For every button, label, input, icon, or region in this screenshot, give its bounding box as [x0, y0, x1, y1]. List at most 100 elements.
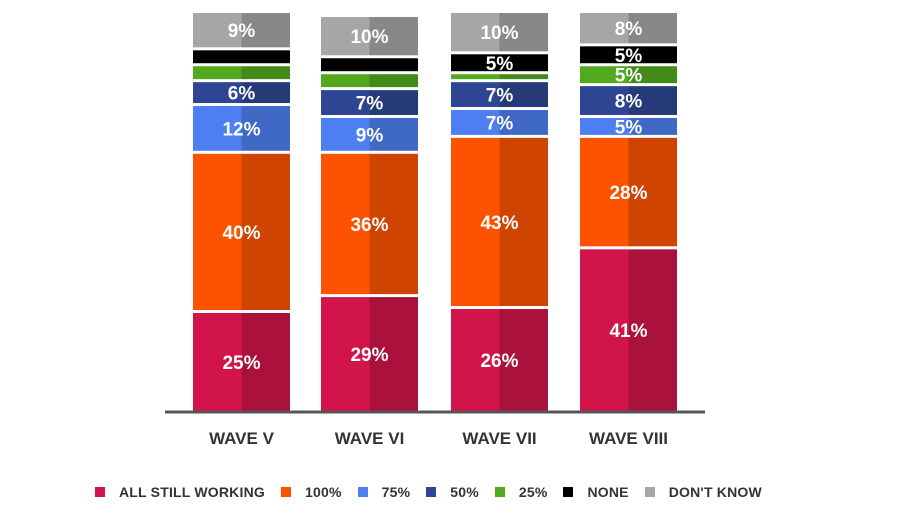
bar-segment — [193, 50, 242, 64]
legend-swatch — [95, 487, 105, 497]
data-label: 5% — [486, 54, 514, 75]
legend-label: NONE — [587, 484, 629, 500]
bar-segment-shade — [628, 86, 677, 115]
bar-segment — [580, 86, 629, 115]
bar-segment — [451, 54, 500, 72]
bar-segment — [321, 74, 370, 88]
data-label: 25% — [222, 353, 260, 374]
legend-swatch — [357, 487, 368, 497]
bar-segment-shade — [241, 66, 290, 80]
data-label: 8% — [615, 19, 643, 40]
legend-item: ALL STILL WORKING — [95, 484, 265, 500]
data-label: 5% — [615, 46, 643, 67]
data-label: 7% — [356, 94, 384, 115]
bar-segment — [193, 66, 242, 80]
legend-item: 50% — [426, 484, 479, 500]
bar-segment — [451, 82, 500, 108]
legend-swatch — [644, 487, 655, 497]
data-label: 5% — [615, 117, 643, 138]
data-label: 6% — [228, 84, 256, 105]
bar-segment-shade — [369, 117, 418, 151]
bar-segment — [321, 58, 370, 72]
bar-segment — [193, 82, 242, 104]
bar-segment-shade — [499, 13, 548, 52]
bar-segment — [321, 117, 370, 151]
legend-item: 25% — [494, 484, 548, 500]
legend-item: 75% — [357, 484, 411, 500]
bar-segment-shade — [628, 137, 677, 247]
bar-segment — [321, 153, 370, 295]
bar-segment — [580, 117, 629, 135]
bar-segment-shade — [499, 309, 548, 411]
bar-segment-shade — [369, 297, 418, 411]
legend-swatch — [280, 487, 291, 497]
bar-segment-shade — [241, 313, 290, 411]
legend-label: ALL STILL WORKING — [119, 484, 265, 500]
legend-label: 100% — [304, 484, 342, 500]
data-label: 9% — [228, 21, 256, 42]
x-tick-label: WAVE VI — [335, 429, 405, 448]
bar-segment — [193, 106, 242, 151]
data-label: 28% — [609, 183, 647, 204]
bar-segment — [321, 90, 370, 115]
data-label: 8% — [615, 92, 643, 113]
bar-segment-shade — [499, 110, 548, 135]
bar-segment — [580, 46, 629, 64]
bar-segment — [321, 16, 370, 56]
legend-swatch — [426, 487, 437, 497]
data-label: 36% — [350, 215, 388, 236]
x-tick-label: WAVE VII — [462, 429, 536, 448]
bar-segment-shade — [499, 74, 548, 80]
bar-segment-shade — [369, 153, 418, 295]
bar-segment-shade — [241, 153, 290, 310]
bar-segment-shade — [241, 13, 290, 48]
data-label: 10% — [350, 27, 388, 48]
bar-segment-shade — [241, 106, 290, 151]
legend-label: 50% — [450, 484, 479, 500]
data-label: 26% — [480, 351, 518, 372]
bar-segment-shade — [628, 249, 677, 411]
bar-segment — [451, 13, 500, 52]
data-label: 9% — [356, 125, 384, 146]
bar-segment — [193, 313, 242, 411]
chart-legend: ALL STILL WORKING 100% 75% 50% 25% NONE DON'T … — [95, 482, 778, 502]
bar-segment — [193, 13, 242, 48]
legend-label: DON'T KNOW — [668, 484, 762, 500]
data-label: 29% — [350, 345, 388, 366]
x-tick-label: WAVE V — [209, 429, 275, 448]
bar-segment — [451, 137, 500, 307]
bar-segment — [193, 153, 242, 310]
bar-segment — [451, 309, 500, 411]
data-label: 40% — [222, 223, 260, 244]
bar-segment-shade — [499, 82, 548, 108]
x-tick-label: WAVE VIII — [589, 429, 668, 448]
bar-segment-shade — [628, 66, 677, 84]
data-label: 12% — [222, 119, 260, 140]
bar-segment — [580, 66, 629, 84]
data-label: 41% — [609, 321, 647, 342]
legend-label: 75% — [381, 484, 411, 500]
legend-swatch — [494, 487, 505, 497]
bar-segment-shade — [499, 137, 548, 307]
bar-segment-shade — [369, 16, 418, 56]
bar-segment — [580, 137, 629, 247]
legend-item: DON'T KNOW — [644, 484, 762, 500]
bar-segment-shade — [369, 58, 418, 72]
legend-swatch — [563, 487, 574, 497]
data-label: 5% — [615, 66, 643, 87]
bar-segment-shade — [241, 50, 290, 64]
bar-segment — [451, 110, 500, 135]
bar-segment-shade — [369, 74, 418, 88]
bar-segment — [580, 249, 629, 411]
bar-segment — [451, 74, 500, 80]
legend-item: NONE — [563, 484, 629, 500]
data-label: 7% — [486, 113, 514, 134]
bar-segment-shade — [499, 54, 548, 72]
bar-segment-shade — [628, 46, 677, 64]
data-label: 10% — [480, 23, 518, 44]
data-label: 43% — [480, 213, 518, 234]
legend-item: 100% — [280, 484, 342, 500]
bar-segment-shade — [241, 82, 290, 104]
bar-segment — [580, 13, 629, 44]
